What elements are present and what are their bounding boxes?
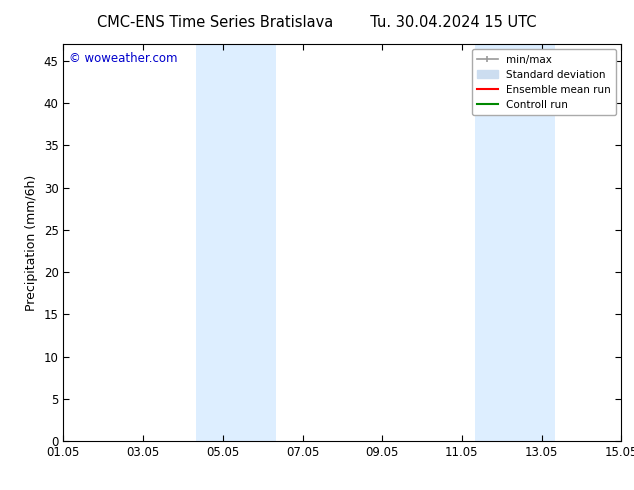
Text: CMC-ENS Time Series Bratislava        Tu. 30.04.2024 15 UTC: CMC-ENS Time Series Bratislava Tu. 30.04… xyxy=(97,15,537,30)
Legend: min/max, Standard deviation, Ensemble mean run, Controll run: min/max, Standard deviation, Ensemble me… xyxy=(472,49,616,115)
Bar xyxy=(475,44,555,441)
Bar xyxy=(196,44,276,441)
Y-axis label: Precipitation (mm/6h): Precipitation (mm/6h) xyxy=(25,174,38,311)
Text: © woweather.com: © woweather.com xyxy=(69,52,178,65)
